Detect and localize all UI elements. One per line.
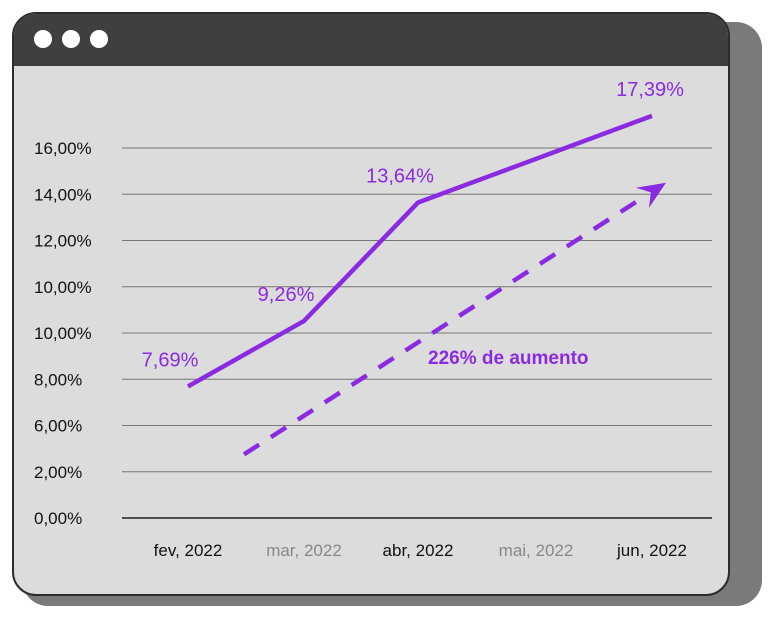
data-label: 7,69% <box>142 349 199 371</box>
x-axis-ticks: fev, 2022 mar, 2022 abr, 2022 mai, 2022 jun,… <box>154 541 687 560</box>
data-labels: 7,69% 9,26% 13,64% 17,39% <box>142 79 684 372</box>
y-tick-label: 10,00% <box>34 324 92 343</box>
increase-annotation: 226% de aumento <box>428 348 589 369</box>
y-tick-label: 8,00% <box>34 370 82 389</box>
data-label: 13,64% <box>366 166 434 188</box>
close-dot-icon[interactable] <box>34 30 52 48</box>
x-tick-label: mar, 2022 <box>266 541 342 560</box>
trend-arrow <box>242 182 666 457</box>
x-tick-label: jun, 2022 <box>616 541 687 560</box>
minimize-dot-icon[interactable] <box>62 30 80 48</box>
arrow-head-icon <box>635 182 666 208</box>
y-tick-label: 12,00% <box>34 232 92 251</box>
data-label: 9,26% <box>258 284 315 306</box>
x-tick-label: abr, 2022 <box>383 541 454 560</box>
x-tick-label: fev, 2022 <box>154 541 223 560</box>
grid-lines <box>122 147 712 519</box>
maximize-dot-icon[interactable] <box>90 30 108 48</box>
y-tick-label: 16,00% <box>34 139 92 158</box>
trend-arrow-shaft <box>242 195 644 457</box>
title-bar <box>14 14 728 66</box>
series-line <box>186 113 653 389</box>
y-tick-label: 14,00% <box>34 185 92 204</box>
y-axis-ticks: 0,00% 2,00% 6,00% 8,00% 10,00% 10,00% 12,00% 14… <box>34 139 92 528</box>
x-tick-label: mai, 2022 <box>499 541 574 560</box>
data-label: 17,39% <box>616 79 684 101</box>
y-tick-label: 10,00% <box>34 278 92 297</box>
y-tick-label: 6,00% <box>34 417 82 436</box>
browser-window <box>12 12 730 596</box>
series-polyline <box>186 113 653 389</box>
y-tick-label: 2,00% <box>34 463 82 482</box>
y-tick-label: 0,00% <box>34 509 82 528</box>
